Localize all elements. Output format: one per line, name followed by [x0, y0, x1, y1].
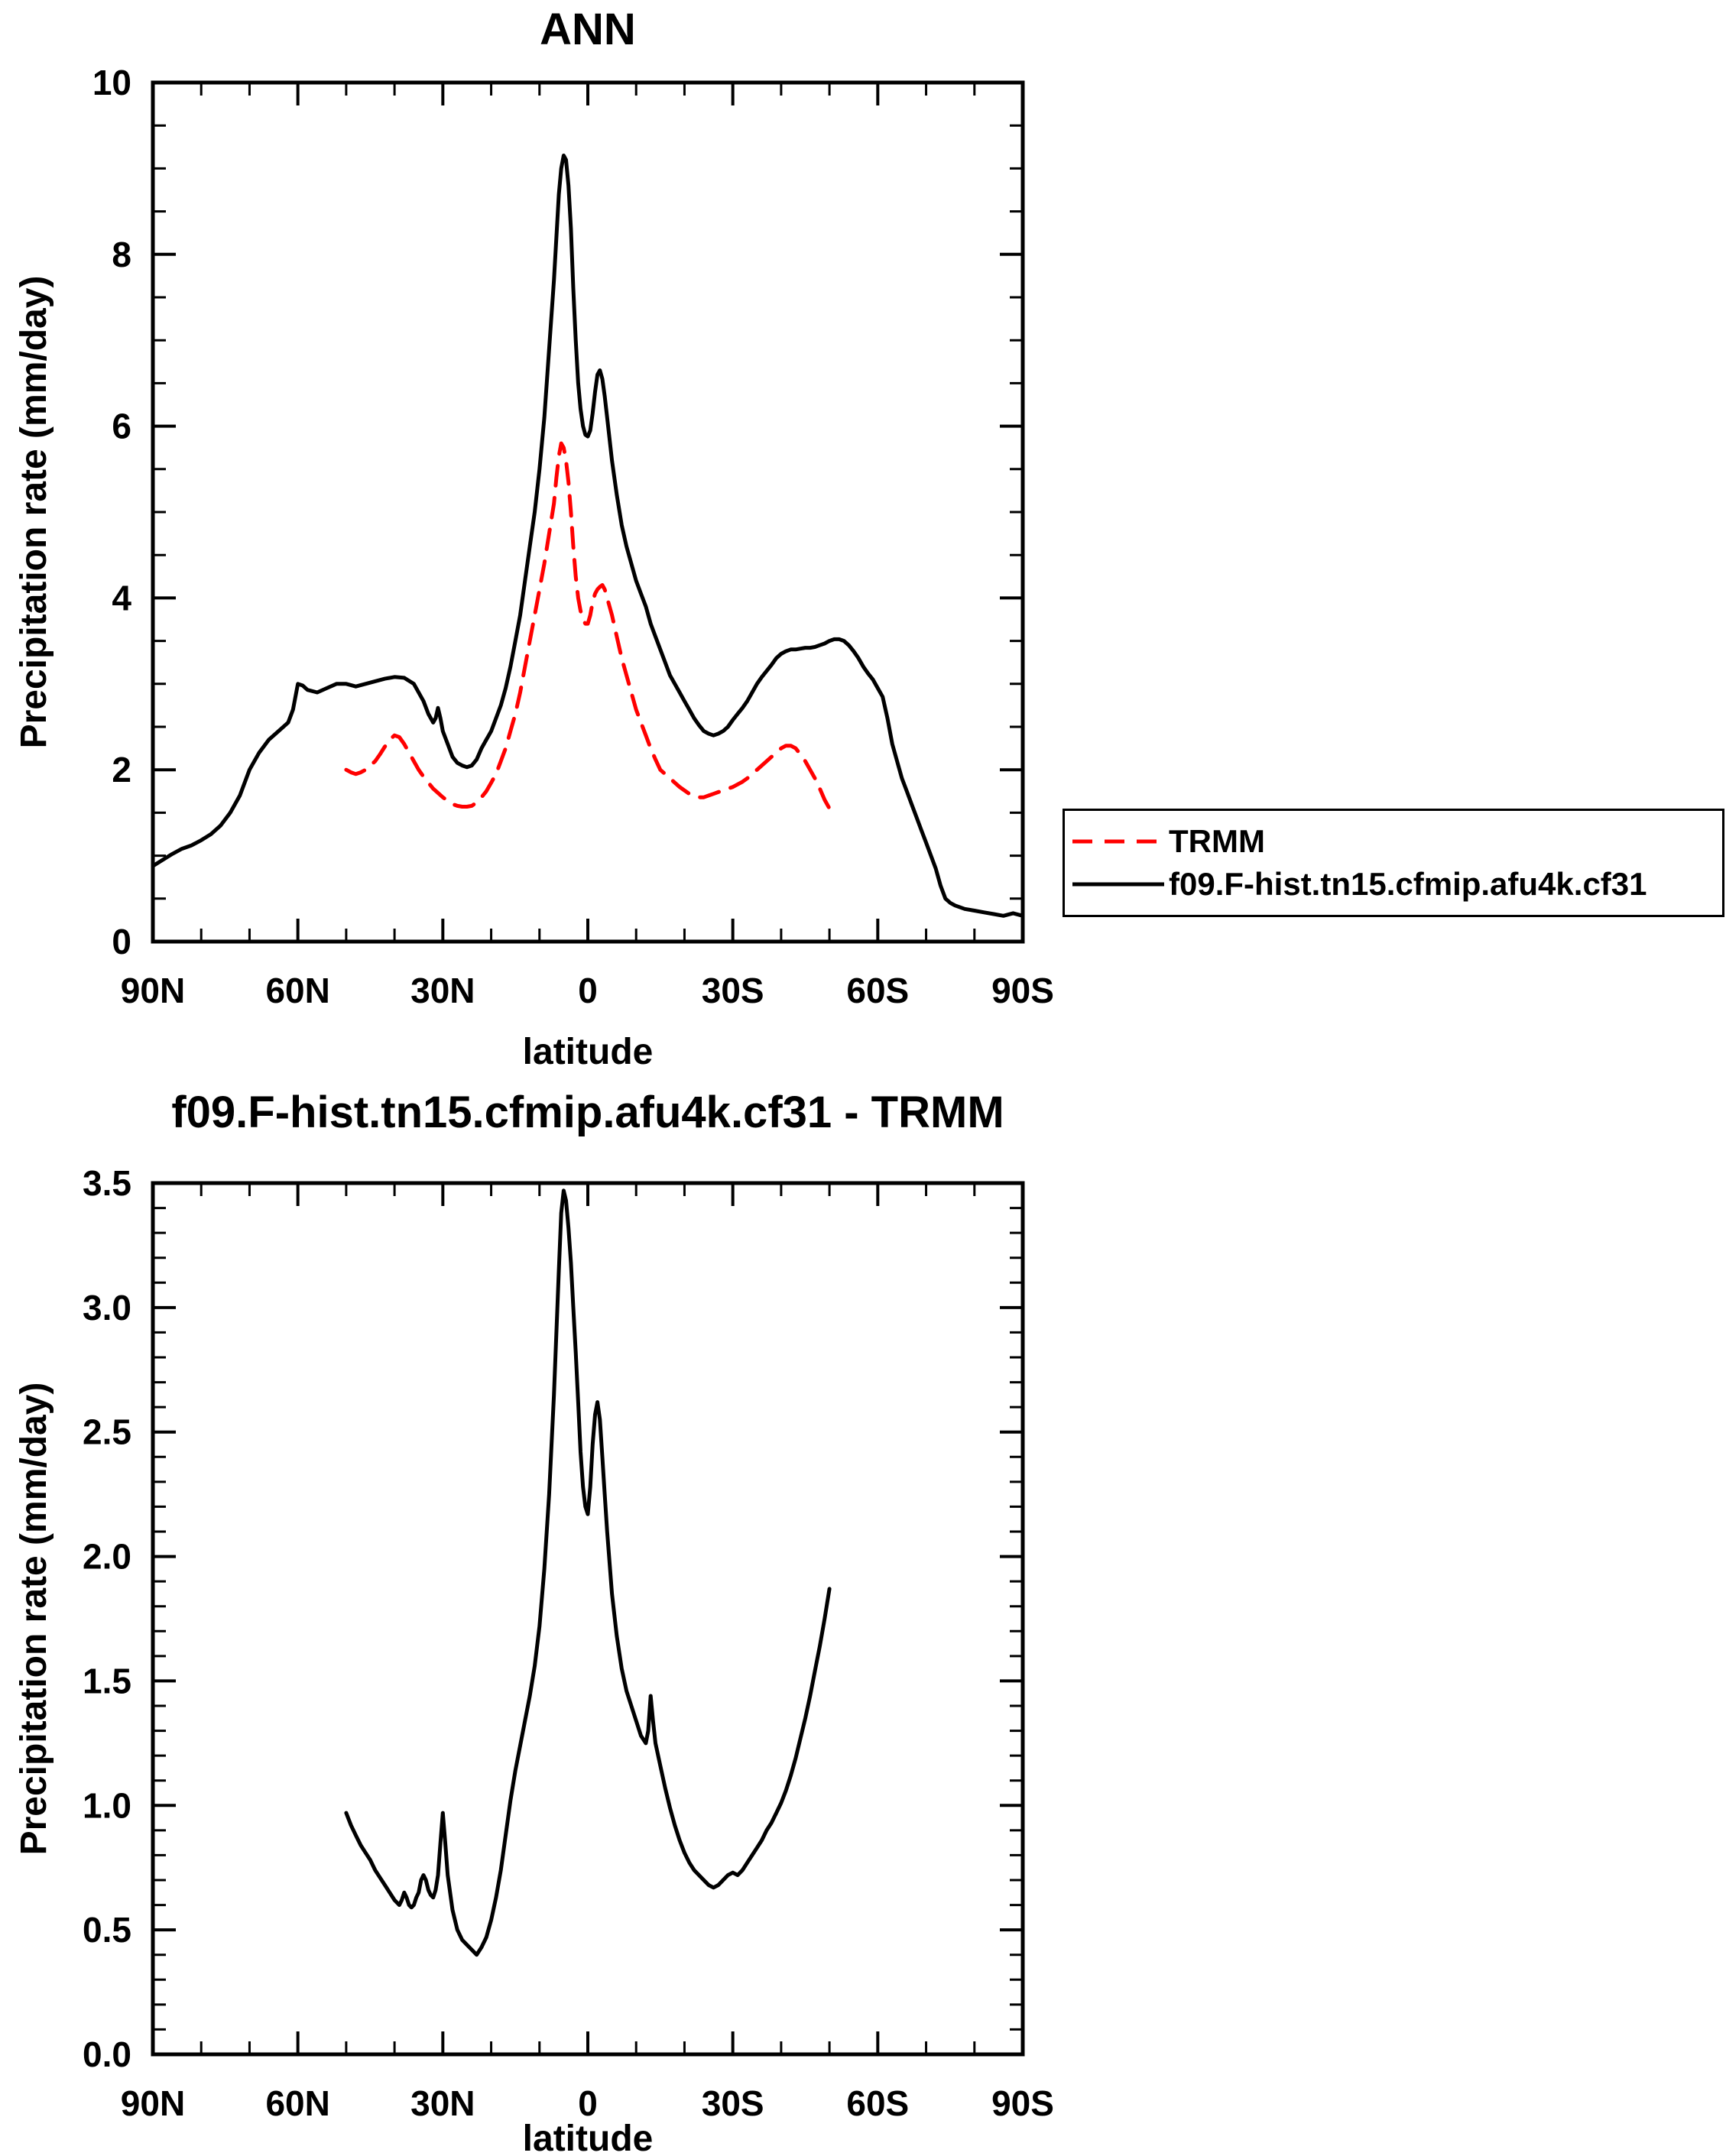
- x-tick-label: 90N: [121, 2083, 185, 2123]
- y-tick-label: 0.5: [83, 1910, 131, 1950]
- y-tick-label: 0.0: [83, 2034, 131, 2074]
- y-tick-label: 1.5: [83, 1661, 131, 1700]
- plot-border: [151, 80, 1025, 944]
- y-axis-label: Precipitation rate (mm/day): [14, 276, 54, 749]
- x-tick-label: 60N: [265, 2083, 329, 2123]
- y-tick-label: 0: [112, 922, 131, 961]
- y-tick-label: 6: [112, 407, 131, 446]
- model-line-sample-icon: [1072, 882, 1164, 887]
- x-tick-label: 60S: [846, 971, 909, 1010]
- y-axis-label: Precipitation rate (mm/day): [14, 1383, 54, 1856]
- ann-precipitation-chart: 90N 60N 30N 0 30S 60S 90S 0 2 4 6 8 10 ANN latitude Pre…: [14, 5, 1054, 1072]
- trmm-line-sample-icon: [1072, 839, 1164, 844]
- chart-title: ANN: [540, 5, 636, 54]
- series-line-f09.F-hist.tn15.cfmip.afu4k.cf31: [151, 154, 1025, 918]
- legend-label-trmm: TRMM: [1169, 823, 1265, 860]
- y-tick-label: 10: [92, 63, 131, 102]
- series-line-TRMM: [344, 441, 832, 811]
- y-tick-label: 2: [112, 750, 131, 789]
- x-tick-label: 30N: [410, 2083, 475, 2123]
- legend-item-trmm: TRMM: [1072, 825, 1715, 858]
- plot-border: [151, 1181, 1025, 2057]
- y-tick-label: 2.0: [83, 1537, 131, 1577]
- y-tick-label: 3.5: [83, 1163, 131, 1203]
- x-tick-label: 90S: [991, 2083, 1054, 2123]
- x-tick-label: 0: [578, 2083, 598, 2123]
- y-tick-label: 4: [112, 578, 131, 618]
- x-tick-label: 30S: [702, 2083, 764, 2123]
- legend-item-model: f09.F-hist.tn15.cfmip.afu4k.cf31: [1072, 865, 1715, 902]
- y-tick-label: 8: [112, 235, 131, 274]
- y-tick-label: 2.5: [83, 1412, 131, 1452]
- y-tick-label: 3.0: [83, 1288, 131, 1328]
- difference-chart: 90N 60N 30N 0 30S 60S 90S 0.0 0.5 1.0 1.5 2.0 2.5 3.0…: [14, 1088, 1054, 2156]
- legend: TRMM f09.F-hist.tn15.cfmip.afu4k.cf31: [1063, 809, 1724, 917]
- x-tick-label: 60N: [265, 971, 329, 1010]
- x-axis-label: latitude: [523, 2119, 654, 2156]
- x-tick-label: 90N: [121, 971, 185, 1010]
- x-tick-label: 90S: [991, 971, 1054, 1010]
- x-tick-label: 30N: [410, 971, 475, 1010]
- series-line-difference: [344, 1188, 832, 1957]
- chart-title: f09.F-hist.tn15.cfmip.afu4k.cf31 - TRMM: [171, 1088, 1004, 1137]
- y-tick-label: 1.0: [83, 1785, 131, 1825]
- x-axis-label: latitude: [523, 1032, 654, 1072]
- x-tick-label: 0: [578, 971, 598, 1010]
- x-tick-label: 30S: [702, 971, 764, 1010]
- legend-label-model: f09.F-hist.tn15.cfmip.afu4k.cf31: [1169, 865, 1647, 902]
- x-tick-label: 60S: [846, 2083, 909, 2123]
